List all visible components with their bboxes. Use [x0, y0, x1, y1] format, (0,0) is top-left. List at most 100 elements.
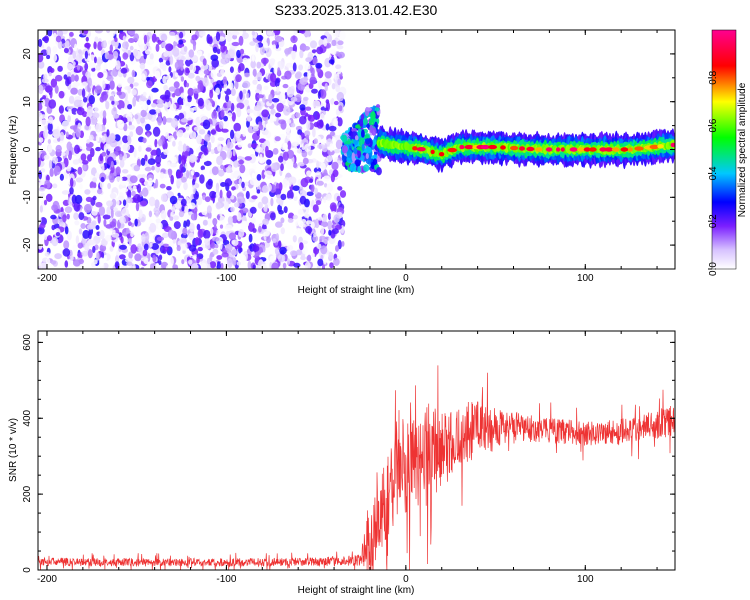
heatmap-noise-blob: [75, 235, 80, 245]
heatmap-onset-blob: [375, 104, 381, 109]
heatmap-noise-blob: [251, 195, 258, 200]
heatmap-noise-blob: [95, 135, 100, 142]
heatmap-noise-blob: [168, 86, 176, 92]
heatmap-noise-blob: [67, 72, 71, 77]
heatmap-onset-blob: [341, 145, 348, 154]
heatmap-noise-blob: [75, 128, 81, 138]
heatmap-signal-peak: [604, 147, 614, 152]
heatmap-noise-blob: [93, 41, 97, 50]
heatmap-noise-blob: [88, 95, 96, 105]
heatmap-signal-peak: [412, 146, 418, 151]
heatmap-noise-blob: [256, 34, 264, 42]
heatmap-noise-blob: [116, 90, 122, 96]
heatmap-noise-blob: [72, 244, 78, 252]
heatmap-noise-blob: [282, 178, 289, 188]
heatmap-noise-blob: [230, 88, 236, 96]
heatmap-noise-blob: [221, 128, 229, 133]
heatmap-noise-blob: [81, 81, 88, 87]
heatmap-noise-blob: [134, 218, 138, 227]
heatmap-noise-blob: [225, 166, 231, 174]
heatmap-noise-blob: [46, 46, 52, 56]
heatmap-noise-blob: [123, 237, 129, 244]
heatmap-noise-blob: [219, 224, 224, 229]
heatmap-noise-blob: [282, 151, 289, 161]
heatmap-noise-blob: [324, 57, 332, 68]
heatmap-noise-blob: [50, 53, 58, 63]
heatmap-noise-blob: [151, 243, 160, 250]
heatmap-noise-blob: [274, 90, 282, 96]
heatmap-noise-blob: [331, 83, 336, 90]
heatmap-noise-blob: [210, 242, 216, 249]
heatmap-noise-blob: [332, 169, 339, 178]
heatmap-noise-blob: [209, 261, 217, 269]
heatmap-noise-blob: [71, 132, 76, 138]
heatmap-noise-blob: [82, 164, 87, 171]
heatmap-noise-blob: [67, 114, 71, 123]
heatmap-noise-blob: [86, 105, 93, 116]
heatmap-noise-blob: [339, 190, 347, 198]
heatmap-noise-blob: [87, 249, 93, 259]
heatmap-noise-blob: [47, 144, 53, 153]
heatmap-noise-blob: [154, 70, 161, 80]
heatmap-noise-blob: [248, 233, 253, 243]
heatmap-noise-blob: [266, 159, 272, 166]
heatmap-noise-blob: [312, 56, 318, 65]
heatmap-noise-blob: [319, 89, 327, 99]
heatmap-onset-blob: [357, 166, 361, 173]
spectrogram-y-axis-label: Frequency (Hz): [8, 116, 19, 185]
heatmap-noise-blob: [286, 258, 291, 265]
heatmap-noise-blob: [230, 102, 235, 112]
heatmap-noise-blob: [269, 58, 276, 66]
heatmap-noise-blob: [252, 245, 260, 252]
heatmap-noise-blob: [129, 131, 134, 138]
heatmap-noise-blob: [43, 73, 48, 80]
heatmap-noise-blob: [311, 253, 315, 258]
heatmap-noise-blob: [147, 177, 153, 187]
heatmap-noise-blob: [65, 78, 70, 87]
heatmap-noise-blob: [77, 88, 84, 96]
heatmap-noise-blob: [117, 119, 125, 129]
heatmap-noise-blob: [61, 30, 68, 35]
heatmap-noise-blob: [133, 164, 140, 172]
heatmap-onset-blob: [354, 135, 359, 141]
heatmap-noise-blob: [82, 160, 89, 165]
heatmap-noise-blob: [103, 40, 107, 48]
heatmap-noise-blob: [201, 153, 209, 162]
heatmap-noise-blob: [61, 190, 70, 195]
heatmap-noise-blob: [39, 205, 44, 213]
heatmap-noise-blob: [139, 200, 148, 207]
heatmap-noise-blob: [46, 54, 51, 60]
heatmap-noise-blob: [217, 137, 225, 142]
heatmap-noise-blob: [210, 54, 219, 61]
heatmap-noise-blob: [211, 236, 220, 242]
heatmap-noise-blob: [57, 30, 64, 38]
heatmap-noise-blob: [91, 67, 96, 72]
heatmap-noise-blob: [249, 41, 256, 46]
heatmap-noise-blob: [176, 178, 182, 187]
heatmap-noise-blob: [146, 132, 150, 138]
heatmap-noise-blob: [158, 254, 163, 261]
heatmap-noise-blob: [41, 99, 46, 107]
heatmap-noise-blob: [144, 166, 152, 172]
heatmap-noise-blob: [296, 249, 302, 256]
heatmap-noise-blob: [246, 119, 250, 128]
heatmap-noise-blob: [231, 180, 236, 186]
heatmap-noise-blob: [74, 43, 78, 52]
heatmap-noise-blob: [241, 207, 249, 214]
heatmap-signal-peak: [620, 147, 629, 152]
heatmap-noise-blob: [172, 239, 176, 244]
snr-x-tick-label: 0: [403, 574, 409, 585]
heatmap-noise-blob: [192, 42, 196, 51]
heatmap-noise-blob: [208, 173, 214, 179]
heatmap-noise-blob: [309, 40, 318, 49]
heatmap-noise-blob: [58, 105, 64, 114]
heatmap-noise-blob: [331, 161, 339, 170]
heatmap-noise-blob: [162, 116, 167, 125]
heatmap-noise-blob: [253, 105, 262, 112]
heatmap-noise-blob: [64, 260, 69, 268]
heatmap-noise-blob: [131, 190, 136, 197]
heatmap-noise-blob: [322, 213, 327, 223]
heatmap-noise-blob: [317, 258, 324, 267]
heatmap-noise-blob: [223, 115, 229, 122]
heatmap-noise-blob: [58, 90, 65, 99]
